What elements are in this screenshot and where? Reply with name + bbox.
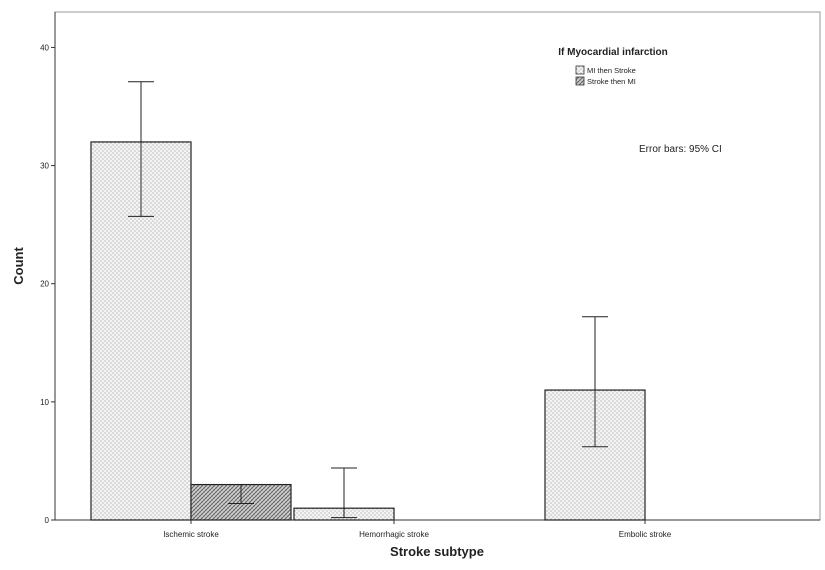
legend-label-mi-then-stroke: MI then Stroke (587, 66, 636, 75)
y-tick-label: 40 (40, 43, 49, 52)
y-tick-label: 30 (40, 162, 49, 171)
x-axis-ticks: Ischemic stroke Hemorrhagic stroke Embolic… (163, 520, 672, 539)
legend-label-stroke-then-mi: Stroke then MI (587, 77, 636, 86)
bar (544, 389, 646, 521)
legend-title: If Myocardial infarction (558, 47, 667, 58)
legend: If Myocardial infarction MI then Stroke … (558, 47, 667, 86)
x-tick-label: Embolic stroke (619, 530, 672, 539)
y-axis-title: Count (11, 247, 26, 285)
y-axis-ticks: 0 10 20 30 40 (40, 43, 55, 525)
x-axis-title: Stroke subtype (390, 544, 484, 559)
y-tick-label: 10 (40, 398, 49, 407)
error-bars-group (128, 81, 608, 519)
y-tick-label: 20 (40, 280, 49, 289)
x-tick-label: Ischemic stroke (163, 530, 219, 539)
x-tick-label: Hemorrhagic stroke (359, 530, 429, 539)
legend-swatch-stroke-then-mi (575, 76, 585, 86)
legend-swatch-mi-then-stroke (575, 65, 585, 75)
bars-group (90, 141, 646, 521)
y-tick-label: 0 (45, 516, 50, 525)
error-bars-note: Error bars: 95% CI (639, 144, 722, 155)
